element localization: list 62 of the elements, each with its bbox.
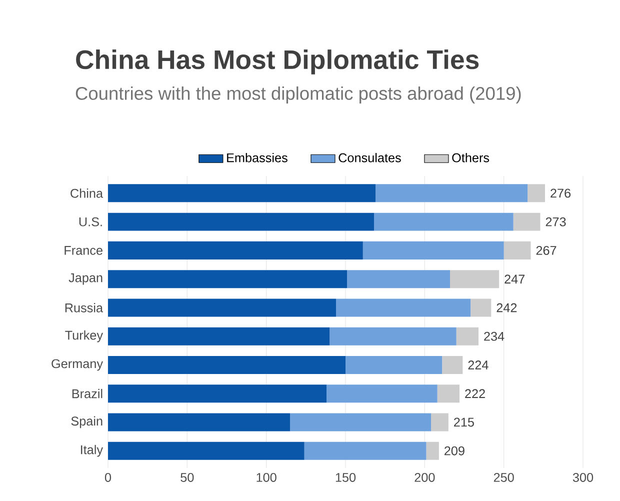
y-tick-label: China [70,188,104,198]
bar [108,212,374,231]
bar [513,212,540,231]
total-label: 222 [465,389,485,398]
bar [108,442,304,460]
bar [374,212,514,231]
x-tick-label: 250 [494,472,514,482]
bar [450,270,500,288]
x-tick-label: 50 [180,472,194,482]
y-tick-label: Brazil [72,388,102,398]
total-label: 267 [536,246,556,255]
y-tick-label: Japan [68,273,102,285]
y-tick-label: France [64,246,102,255]
bar [362,241,504,260]
total-label: 224 [468,360,488,370]
bar [304,442,426,460]
chart-title: China Has Most Diplomatic Ties [76,50,479,74]
bar [330,327,456,346]
bar [108,384,326,403]
y-tick-label: Spain [71,416,102,428]
bar [426,442,439,460]
y-tick-label: U.S. [79,217,102,226]
legend-label: Others [452,152,490,162]
chart-subtitle: Countries with the most diplomatic posts abroad (2019) [76,86,521,104]
bar [108,184,376,202]
y-tick-label: Russia [65,303,104,312]
bar [431,413,448,432]
legend-label: Embassies [227,152,288,162]
bar [376,184,528,202]
bar [442,356,463,374]
bar [347,270,450,288]
total-label: 215 [454,418,474,427]
total-label: 209 [444,446,464,456]
bar [108,241,363,260]
bar [108,298,336,317]
total-label: 242 [496,303,517,312]
bar [437,384,460,403]
x-tick-label: 300 [572,472,594,482]
bar [504,241,531,260]
bar [108,270,348,288]
y-tick-label: Italy [81,444,104,457]
bar [336,298,471,317]
legend-label: Consulates [338,152,401,162]
bar [108,413,290,432]
bar [108,327,330,346]
bar [108,356,346,374]
bar [528,184,546,202]
x-tick-label: 0 [104,472,112,482]
bar [346,356,442,374]
total-label: 247 [504,274,525,284]
y-tick-label: Turkey [65,330,104,342]
total-label: 276 [550,188,571,198]
total-label: 273 [546,217,566,226]
x-tick-label: 100 [256,472,276,482]
bar [290,413,432,432]
bar [326,384,438,403]
x-tick-label: 150 [336,472,356,482]
bar [470,298,492,317]
bar [456,327,479,346]
y-tick-label: Germany [52,359,104,371]
x-tick-label: 200 [414,472,435,482]
total-label: 234 [484,332,504,341]
